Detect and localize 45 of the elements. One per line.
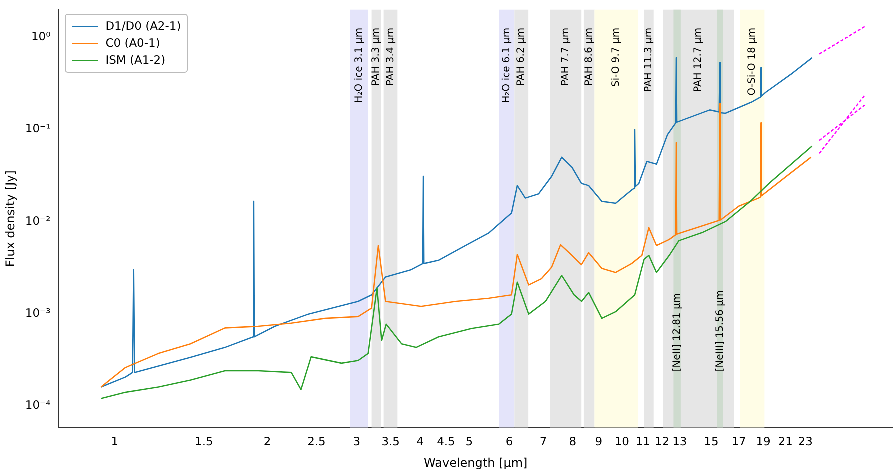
x-tick-label: 10 (614, 434, 630, 449)
x-tick-label: 11 (636, 434, 650, 449)
band-label: [NeII] 12.81 μm (672, 293, 683, 372)
y-tick-label: 10⁻³ (25, 306, 52, 320)
x-tick-label: 8 (569, 434, 577, 449)
y-tick-label: 10⁻² (25, 214, 51, 228)
x-tick-label: 4 (416, 434, 424, 449)
band-label: H₂O ice 3.1 μm (354, 28, 365, 104)
x-axis-title: Wavelength [μm] (424, 456, 528, 470)
x-tick-label: 1.5 (195, 434, 214, 449)
band-label: PAH 8.6 μm (584, 28, 595, 86)
band-label: O-Si-O 18 μm (746, 28, 758, 96)
band-label: PAH 6.2 μm (516, 28, 528, 86)
band-label: PAH 12.7 μm (693, 28, 704, 92)
x-tick-label: 13 (672, 434, 688, 449)
legend-label: ISM (A1-2) (106, 53, 166, 68)
x-tick-label: 3.5 (382, 434, 400, 449)
band-label: PAH 7.7 μm (560, 28, 572, 86)
x-tick-label: 1 (111, 434, 119, 449)
y-tick-label: 10⁻⁴ (25, 398, 52, 412)
x-tick-label: 2.5 (308, 434, 326, 449)
x-tick-label: 12 (654, 434, 670, 449)
x-tick-label: 17 (732, 434, 746, 449)
legend-label: D1/D0 (A2-1) (106, 19, 182, 34)
band-label: Si-O 9.7 μm (611, 28, 622, 88)
x-tick-label: 6 (506, 434, 514, 449)
x-tick-label: 19 (756, 434, 771, 449)
band-label: [NeIII] 15.56 μm (715, 290, 726, 372)
x-tick-label: 23 (798, 434, 813, 449)
y-tick-label: 10⁻¹ (25, 122, 51, 136)
x-tick-label: 15 (704, 434, 719, 449)
x-tick-label: 5 (466, 434, 474, 449)
x-tick-label: 2 (264, 434, 272, 449)
y-axis-title: Flux density [Jy] (3, 170, 18, 268)
band-label: H₂O ice 6.1 μm (501, 28, 512, 104)
x-tick-label: 7 (540, 434, 548, 449)
band-label: PAH 11.3 μm (644, 28, 655, 92)
legend-label: C0 (A0-1) (106, 36, 160, 50)
x-tick-label: 3 (353, 434, 361, 449)
y-tick-label: 10⁰ (31, 30, 52, 44)
x-tick-label: 9 (595, 434, 603, 449)
band-label: PAH 3.3 μm (371, 28, 382, 86)
x-tick-label: 4.5 (437, 434, 456, 449)
band-label: PAH 3.4 μm (385, 28, 396, 86)
x-tick-label: 21 (778, 434, 793, 449)
